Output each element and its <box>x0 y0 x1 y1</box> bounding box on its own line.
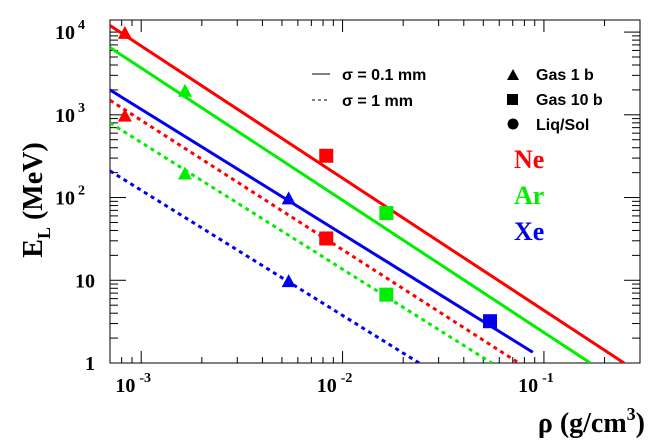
data-point-ne-triangle <box>117 25 132 39</box>
y-tick-label: 10 2 <box>55 184 85 210</box>
data-point-ar-triangle <box>177 83 192 97</box>
x-axis-title-close: ) <box>636 408 645 439</box>
legend-circle-label: Liq/Sol <box>536 117 589 134</box>
legend-solid-label: σ = 0.1 mm <box>342 67 426 84</box>
data-point-ne-square <box>319 148 334 163</box>
y-axis-title-unit: (MeV) <box>18 142 49 227</box>
y-tick-label: 10 3 <box>55 101 85 127</box>
legend-circle-marker <box>507 118 519 130</box>
series-layer <box>110 24 625 363</box>
y-tick-label: 10 <box>75 270 95 292</box>
data-point-ar-triangle <box>177 166 192 180</box>
x-tick-label: 10 -2 <box>317 371 353 397</box>
data-point-ne-square <box>319 231 334 246</box>
y-axis-title-main: E <box>18 239 49 258</box>
y-axis-title-sub: L <box>34 227 54 239</box>
x-axis-title-sup: 3 <box>627 404 636 424</box>
legend-square-marker <box>507 94 518 105</box>
series-line-xe-solid <box>110 88 534 354</box>
data-point-ar-square <box>379 206 394 221</box>
element-label-ar: Ar <box>514 181 544 210</box>
y-tick-label: 1 <box>85 353 95 375</box>
y-tick-label: 10 4 <box>55 18 85 44</box>
series-line-ar-dashed <box>110 121 493 363</box>
marker-legend: Gas 1 b Gas 10 b Liq/Sol <box>507 67 603 134</box>
data-point-ar-square <box>379 287 394 302</box>
y-axis-title: EL (MeV) <box>18 142 54 257</box>
legend-triangle-label: Gas 1 b <box>536 67 594 84</box>
svg-text:EL (MeV): EL (MeV) <box>18 142 54 257</box>
points-layer <box>117 25 498 329</box>
legend-dashed-label: σ = 1 mm <box>342 93 413 110</box>
series-line-ar-solid <box>110 46 592 363</box>
x-axis-title: ρ (g/cm3) <box>538 404 645 439</box>
series-line-ne-solid <box>110 24 625 363</box>
element-legend: Ne Ar Xe <box>514 145 544 246</box>
x-axis-title-main: ρ (g/cm <box>538 408 627 439</box>
data-point-xe-triangle <box>281 274 296 288</box>
line-style-legend: σ = 0.1 mm σ = 1 mm <box>312 67 426 110</box>
data-point-xe-square <box>483 314 498 329</box>
data-point-ne-triangle <box>117 108 132 122</box>
x-tick-label: 10 -3 <box>115 371 151 397</box>
data-point-xe-triangle <box>281 191 296 205</box>
legend-triangle-marker <box>507 69 519 80</box>
series-line-ne-dashed <box>110 98 520 363</box>
element-label-xe: Xe <box>514 217 544 246</box>
x-axis: 10 -3 10 -2 10 -1 <box>109 20 606 397</box>
plot-frame <box>109 19 641 364</box>
x-tick-label: 10 -1 <box>518 371 554 397</box>
legend-square-label: Gas 10 b <box>536 92 603 109</box>
element-label-ne: Ne <box>514 145 544 174</box>
